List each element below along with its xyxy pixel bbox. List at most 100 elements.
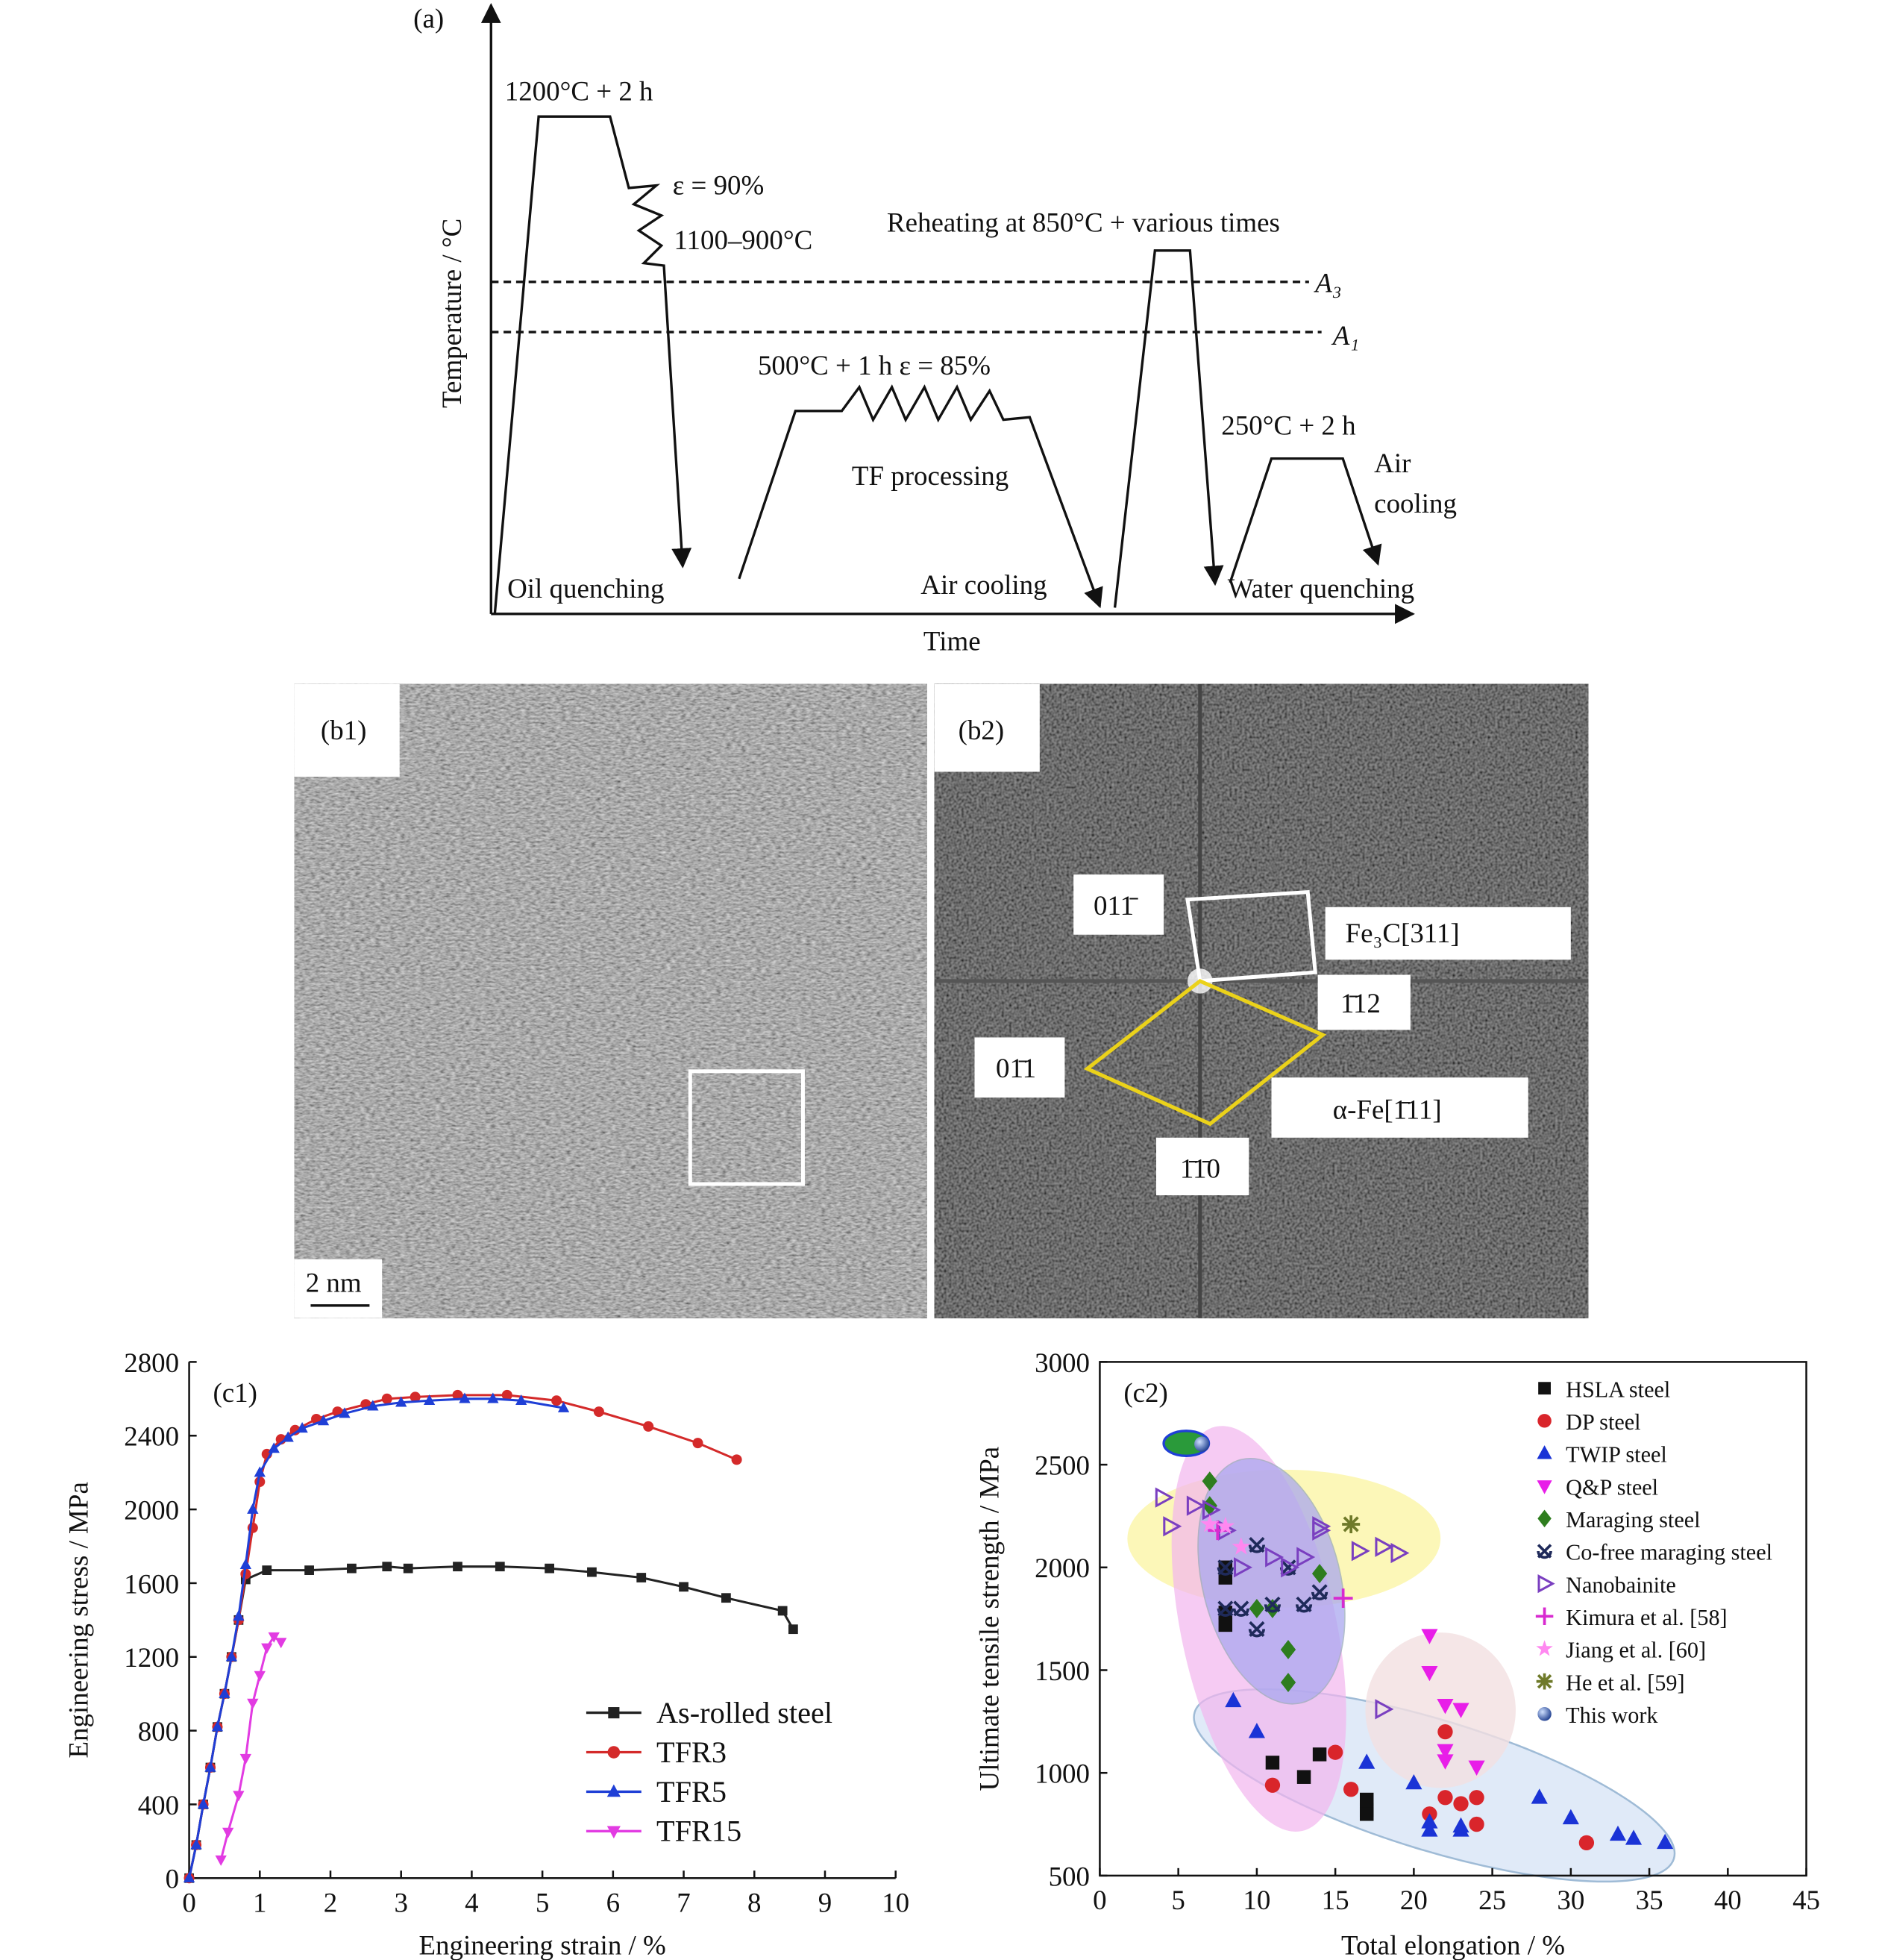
- x-tick-label: 1: [253, 1888, 266, 1918]
- annotation: Oil quenching: [507, 573, 664, 604]
- selected-area: [688, 1069, 805, 1186]
- marker: [459, 1392, 471, 1403]
- marker: [339, 1407, 351, 1418]
- marker: [1234, 1557, 1253, 1578]
- annotation: Reheating at 850°C + various times: [887, 207, 1280, 238]
- marker: [197, 1798, 210, 1809]
- y-tick-label: 500: [1049, 1861, 1090, 1891]
- marker: [1296, 1770, 1311, 1784]
- marker: [382, 1562, 392, 1572]
- legend-marker: [1535, 1607, 1554, 1626]
- hrtem-image: (b1) 2 nm: [294, 683, 927, 1318]
- annotation: 250°C + 2 h: [1221, 410, 1355, 441]
- marker: [225, 1650, 238, 1662]
- figure-content: (a) Temperature / °C Time 1200°C + 2 h ε…: [63, 3, 1820, 1960]
- marker: [1375, 1699, 1394, 1720]
- marker: [317, 1415, 330, 1426]
- annotation: TF processing: [852, 460, 1008, 491]
- y-tick-label: 0: [166, 1864, 179, 1894]
- x-tick-label: 5: [1171, 1885, 1185, 1915]
- marker: [1578, 1835, 1595, 1851]
- x-axis-title: Engineering strain / %: [418, 1930, 665, 1960]
- marker: [1200, 1515, 1220, 1532]
- marker: [487, 1392, 499, 1403]
- annotation: 1200°C + 2 h: [505, 75, 653, 106]
- marker: [1296, 1547, 1316, 1568]
- marker: [1351, 1541, 1370, 1562]
- marker: [1437, 1723, 1453, 1740]
- panel-label: (c2): [1123, 1377, 1167, 1409]
- x-tick-label: 15: [1322, 1885, 1349, 1915]
- marker: [692, 1438, 703, 1449]
- annotation: Air cooling: [920, 569, 1047, 600]
- marker: [1437, 1744, 1454, 1759]
- annotation: cooling: [1374, 488, 1457, 519]
- x-tick-label: 35: [1636, 1885, 1663, 1915]
- marker: [557, 1401, 570, 1412]
- marker: [275, 1638, 287, 1649]
- marker: [1657, 1833, 1674, 1850]
- marker: [247, 1698, 259, 1709]
- label-box: [294, 1259, 383, 1318]
- marker: [1281, 1557, 1300, 1578]
- y-tick-label: 3000: [1035, 1347, 1090, 1378]
- legend-label: Jiang et al. [60]: [1566, 1638, 1706, 1663]
- marker: [1421, 1813, 1438, 1829]
- y-tick-label: 2000: [124, 1495, 179, 1526]
- x-tick-label: 10: [882, 1888, 909, 1918]
- marker: [643, 1421, 654, 1432]
- marker: [215, 1855, 227, 1866]
- marker: [1469, 1790, 1484, 1806]
- process-path: [1113, 249, 1224, 608]
- legend-label: TFR5: [656, 1775, 727, 1809]
- marker: [679, 1582, 688, 1592]
- fe3c-cell: [1185, 889, 1318, 983]
- marker: [1531, 1788, 1548, 1804]
- marker: [788, 1624, 798, 1635]
- marker: [731, 1454, 742, 1465]
- legend-marker: [1537, 1445, 1552, 1459]
- marker: [1562, 1809, 1579, 1825]
- marker: [777, 1606, 788, 1616]
- zone-label: α-Fe[1̄11]: [1333, 1095, 1442, 1125]
- marker: [381, 1393, 392, 1404]
- legend-marker: [608, 1707, 620, 1719]
- plot-frame: [1099, 1361, 1807, 1877]
- legend-marker: [1537, 1509, 1552, 1528]
- marker: [1312, 1747, 1327, 1762]
- marker: [1218, 1618, 1233, 1632]
- marker: [1327, 1744, 1343, 1760]
- marker: [1343, 1782, 1359, 1797]
- y-tick-label: 800: [138, 1716, 179, 1747]
- marker: [1264, 1596, 1282, 1613]
- marker: [1453, 1796, 1469, 1812]
- zone-label: Fe₃C[311]: [1346, 918, 1460, 948]
- marker: [233, 1610, 245, 1621]
- y-tick-label: 2500: [1035, 1450, 1090, 1481]
- marker: [239, 1558, 252, 1569]
- spot-label: 1̄12: [1340, 988, 1381, 1018]
- marker: [1609, 1825, 1627, 1841]
- marker: [1421, 1821, 1438, 1837]
- marker: [1163, 1516, 1182, 1537]
- marker: [452, 1389, 463, 1400]
- label-box: [1325, 907, 1571, 960]
- label-box: [1317, 974, 1411, 1030]
- legend-marker: [1537, 1707, 1552, 1721]
- legend-marker: [1537, 1480, 1552, 1494]
- marker: [254, 1671, 266, 1682]
- data-line: [188, 1397, 564, 1879]
- marker: [1295, 1596, 1313, 1613]
- marker: [1218, 1606, 1233, 1620]
- legend-label: TFR3: [656, 1735, 727, 1769]
- annotation: 1100–900°C: [674, 225, 812, 255]
- legend-marker: [1537, 1414, 1552, 1428]
- fft-pattern: (b2) 011̄ Fe₃C[311] 1̄12 01̄1 α-Fe[1̄11]…: [934, 683, 1589, 1318]
- annotation: A₃: [1313, 267, 1341, 298]
- x-tick-label: 40: [1714, 1885, 1742, 1915]
- legend-label: This work: [1566, 1703, 1658, 1728]
- spot-label: 1̄1̄0: [1180, 1153, 1220, 1184]
- marker: [515, 1394, 527, 1406]
- legend-label: Nanobainite: [1566, 1572, 1676, 1597]
- marker: [304, 1565, 314, 1575]
